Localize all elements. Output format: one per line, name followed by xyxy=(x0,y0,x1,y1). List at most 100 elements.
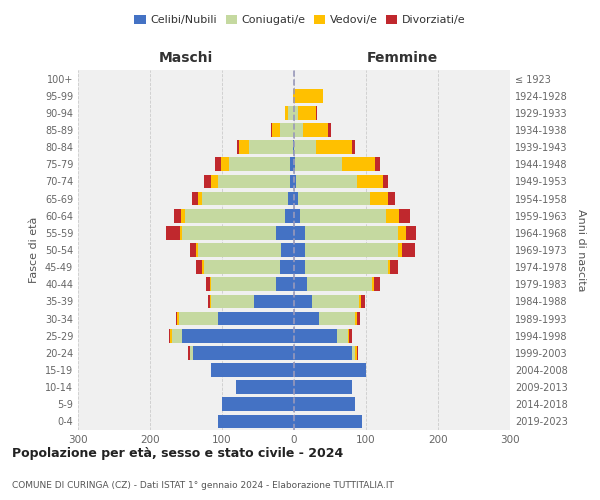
Bar xyxy=(280,260,294,274)
Bar xyxy=(293,140,294,154)
Bar xyxy=(294,260,305,274)
Bar xyxy=(294,209,300,222)
Bar xyxy=(211,278,276,291)
Bar xyxy=(236,380,294,394)
Text: Maschi: Maschi xyxy=(159,51,213,65)
Bar xyxy=(281,243,294,257)
Bar xyxy=(211,294,254,308)
Bar xyxy=(188,346,190,360)
Bar xyxy=(290,174,294,188)
Bar xyxy=(402,243,415,257)
Bar xyxy=(170,329,172,342)
Bar xyxy=(294,123,302,137)
Bar xyxy=(204,174,211,188)
Bar xyxy=(398,243,402,257)
Bar xyxy=(190,346,193,360)
Bar xyxy=(358,312,359,326)
Bar xyxy=(294,414,362,428)
Bar xyxy=(294,158,295,171)
Bar xyxy=(202,260,204,274)
Text: Popolazione per età, sesso e stato civile - 2024: Popolazione per età, sesso e stato civil… xyxy=(12,448,343,460)
Bar xyxy=(294,140,316,154)
Bar xyxy=(182,226,276,239)
Bar xyxy=(352,346,355,360)
Bar xyxy=(294,243,305,257)
Bar xyxy=(305,226,398,239)
Bar xyxy=(196,243,198,257)
Bar xyxy=(210,294,211,308)
Bar xyxy=(294,278,307,291)
Bar xyxy=(295,158,342,171)
Bar xyxy=(172,329,182,342)
Bar xyxy=(178,312,179,326)
Bar xyxy=(398,226,406,239)
Bar xyxy=(208,294,210,308)
Bar xyxy=(294,294,312,308)
Y-axis label: Anni di nascita: Anni di nascita xyxy=(576,209,586,291)
Bar xyxy=(355,312,358,326)
Bar xyxy=(305,243,398,257)
Bar xyxy=(193,346,294,360)
Bar xyxy=(302,123,328,137)
Bar xyxy=(176,312,178,326)
Bar xyxy=(284,106,288,120)
Bar xyxy=(221,158,229,171)
Bar xyxy=(348,329,349,342)
Text: COMUNE DI CURINGA (CZ) - Dati ISTAT 1° gennaio 2024 - Elaborazione TUTTITALIA.IT: COMUNE DI CURINGA (CZ) - Dati ISTAT 1° g… xyxy=(12,480,394,490)
Bar xyxy=(349,329,352,342)
Bar xyxy=(237,140,239,154)
Bar xyxy=(206,278,210,291)
Bar xyxy=(198,192,202,205)
Bar xyxy=(294,174,296,188)
Bar xyxy=(359,294,361,308)
Bar xyxy=(215,158,221,171)
Bar xyxy=(390,260,398,274)
Bar xyxy=(294,363,366,377)
Bar xyxy=(288,106,294,120)
Bar xyxy=(169,329,170,342)
Bar xyxy=(319,312,355,326)
Bar xyxy=(316,140,352,154)
Bar xyxy=(361,294,365,308)
Text: Femmine: Femmine xyxy=(367,51,437,65)
Bar xyxy=(355,346,356,360)
Bar xyxy=(218,174,290,188)
Bar xyxy=(296,174,358,188)
Bar xyxy=(271,123,272,137)
Bar xyxy=(372,278,374,291)
Bar xyxy=(388,260,390,274)
Bar xyxy=(222,398,294,411)
Bar xyxy=(290,158,294,171)
Bar xyxy=(358,174,383,188)
Bar xyxy=(210,278,211,291)
Bar xyxy=(211,174,218,188)
Bar xyxy=(198,243,281,257)
Bar xyxy=(298,106,316,120)
Bar xyxy=(250,140,293,154)
Bar xyxy=(307,278,372,291)
Bar xyxy=(185,209,286,222)
Bar xyxy=(190,243,196,257)
Bar xyxy=(276,278,294,291)
Bar xyxy=(218,414,294,428)
Bar xyxy=(254,294,294,308)
Bar xyxy=(174,209,181,222)
Bar xyxy=(294,192,298,205)
Bar xyxy=(280,123,294,137)
Bar xyxy=(229,158,290,171)
Bar xyxy=(388,192,395,205)
Bar xyxy=(294,312,319,326)
Bar xyxy=(293,89,294,102)
Bar xyxy=(374,278,380,291)
Bar xyxy=(294,89,323,102)
Bar xyxy=(180,226,182,239)
Bar xyxy=(181,209,185,222)
Y-axis label: Fasce di età: Fasce di età xyxy=(29,217,39,283)
Bar xyxy=(286,209,294,222)
Legend: Celibi/Nubili, Coniugati/e, Vedovi/e, Divorziati/e: Celibi/Nubili, Coniugati/e, Vedovi/e, Di… xyxy=(130,10,470,30)
Bar xyxy=(294,106,298,120)
Bar xyxy=(342,158,374,171)
Bar xyxy=(328,123,331,137)
Bar xyxy=(272,123,280,137)
Bar xyxy=(179,312,218,326)
